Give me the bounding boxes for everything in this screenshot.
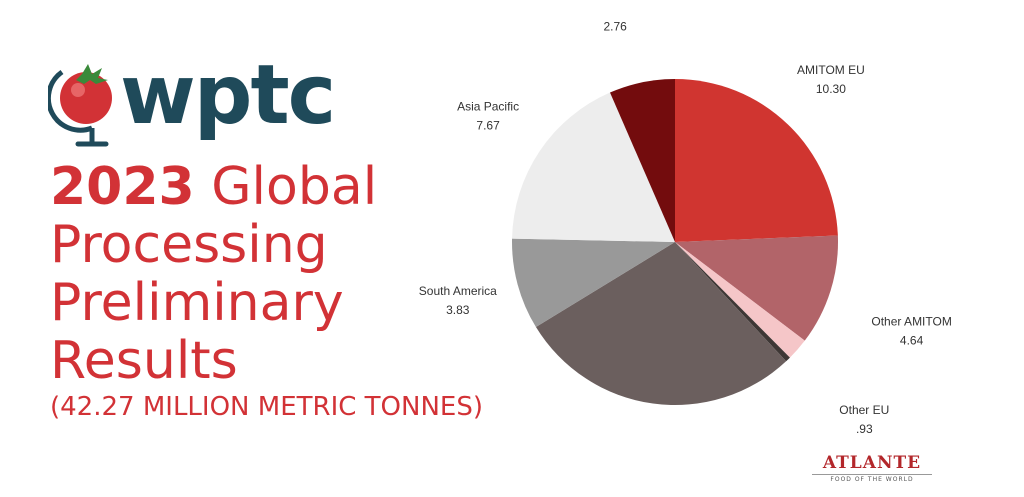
logo-wordmark: wptc bbox=[120, 48, 336, 143]
brand-tagline: FOOD OF THE WORLD bbox=[812, 474, 932, 483]
slice-label-south-america: South America bbox=[419, 284, 497, 298]
title-year: 2023 bbox=[50, 157, 195, 217]
pie-slice-other-eu bbox=[675, 242, 805, 358]
atlante-logo: ATLANTE FOOD OF THE WORLD bbox=[812, 453, 932, 483]
brand-name: ATLANTE bbox=[822, 453, 922, 473]
subtitle: (42.27 MILLION METRIC TONNES) bbox=[50, 392, 483, 422]
pie-slice-south-america bbox=[512, 238, 675, 328]
slice-value-asia-pacific: 7.67 bbox=[476, 119, 500, 133]
slice-value-other-eu: .93 bbox=[856, 422, 873, 436]
pie-slice-amitom-eu bbox=[675, 79, 838, 242]
pie-slice-unlabeled-3 bbox=[675, 242, 790, 362]
slice-label-other-eu: Other EU bbox=[839, 403, 889, 417]
pie-slice-other-amitom bbox=[675, 235, 838, 341]
pie-slice-other bbox=[609, 79, 675, 242]
slice-value-other-amitom: 4.64 bbox=[900, 334, 924, 348]
slice-label-other-amitom: Other AMITOM bbox=[871, 315, 951, 329]
page-title: 2023 Global Processing Preliminary Resul… bbox=[50, 158, 470, 390]
title-line4: Results bbox=[50, 331, 238, 391]
pie-slice-nafta bbox=[535, 242, 787, 406]
pie-slice-asia-pacific bbox=[512, 92, 675, 242]
wptc-logo: wptc bbox=[45, 48, 336, 156]
title-line3: Preliminary bbox=[50, 273, 344, 333]
globe-tomato-icon bbox=[45, 64, 112, 147]
slice-value-south-america: 3.83 bbox=[446, 303, 470, 317]
title-line1: Global bbox=[194, 157, 378, 217]
slice-label-asia-pacific: Asia Pacific bbox=[457, 100, 519, 114]
slice-value-amitom-eu: 10.30 bbox=[816, 82, 846, 96]
slice-label-amitom-eu: AMITOM EU bbox=[797, 63, 865, 77]
title-line2: Processing bbox=[50, 215, 328, 275]
pie-chart: AMITOM EU 10.30 Other AMITOM 4.64 Other EU .9… bbox=[419, 20, 952, 436]
slice-value-other: 2.76 bbox=[603, 20, 627, 34]
